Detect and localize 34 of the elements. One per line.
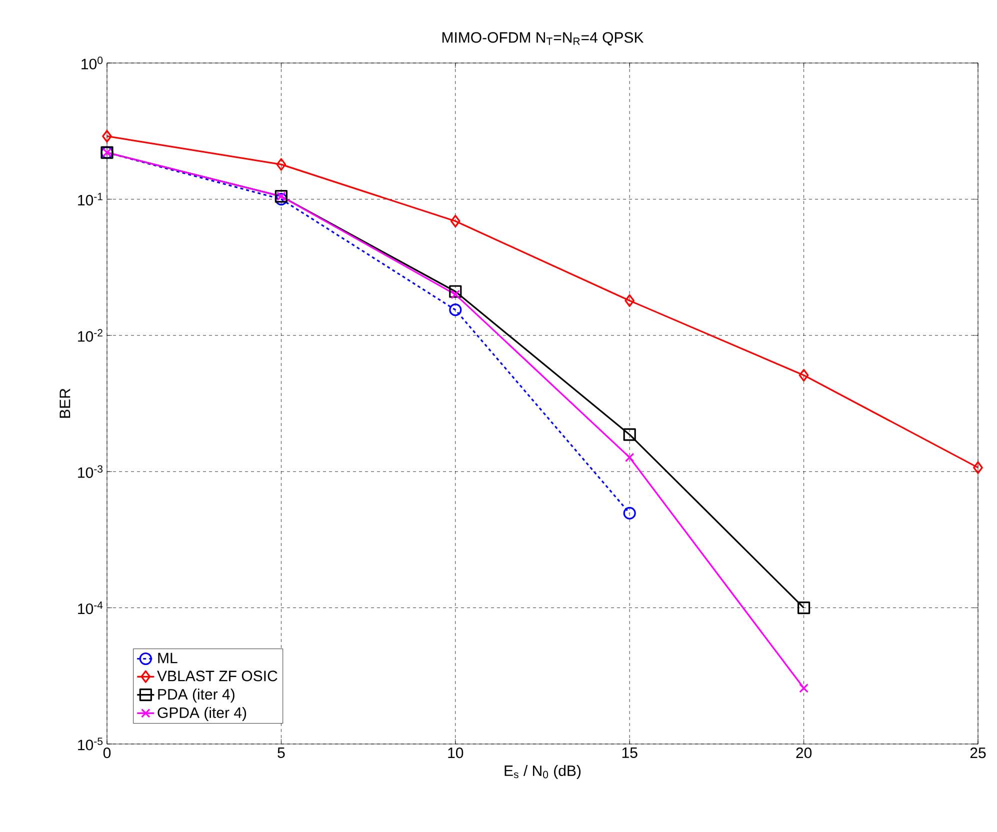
legend-label: VBLAST ZF OSIC [157, 670, 278, 682]
y-axis-title: BER [60, 388, 70, 418]
point [274, 192, 288, 206]
y-tick-label: 10$^{-3}$ [78, 465, 103, 478]
point [624, 294, 635, 307]
x-axis-title: E$_{s}$ / N$_{0}$ (dB) [504, 765, 581, 779]
point [450, 290, 460, 300]
y-tick-label: 10$^{-4}$ [78, 602, 103, 614]
point [798, 601, 810, 614]
x-tick-label: 10 [448, 748, 464, 758]
point [450, 214, 460, 228]
x-tick-label: 25 [970, 748, 986, 758]
chart-title: MIMO-OFDM N$_{T}$=N$_{R}$=4 QPSK [442, 32, 644, 46]
point [624, 452, 634, 462]
point [449, 304, 462, 316]
point [799, 683, 808, 693]
x-tick-label: 15 [622, 748, 638, 758]
point [276, 158, 286, 171]
y-tick-label: 10$^{-1}$ [78, 192, 102, 206]
point [973, 461, 983, 474]
legend-label: GPDA (iter 4) [158, 706, 246, 721]
legend-label: ML [158, 652, 178, 664]
point [798, 368, 809, 382]
point [449, 285, 462, 298]
legend-label: PDA (iter 4) [158, 688, 234, 703]
point [623, 428, 636, 441]
x-tick-label: 0 [103, 748, 111, 758]
y-tick-label: 10$^{-5}$ [78, 738, 103, 750]
y-tick-label: 10$^{-2}$ [78, 329, 102, 342]
x-tick-label: 20 [796, 748, 812, 758]
x-tick-label: 5 [278, 748, 285, 758]
point [623, 506, 636, 520]
y-tick-label: 10$^{0}$ [82, 56, 103, 70]
point [102, 130, 112, 143]
